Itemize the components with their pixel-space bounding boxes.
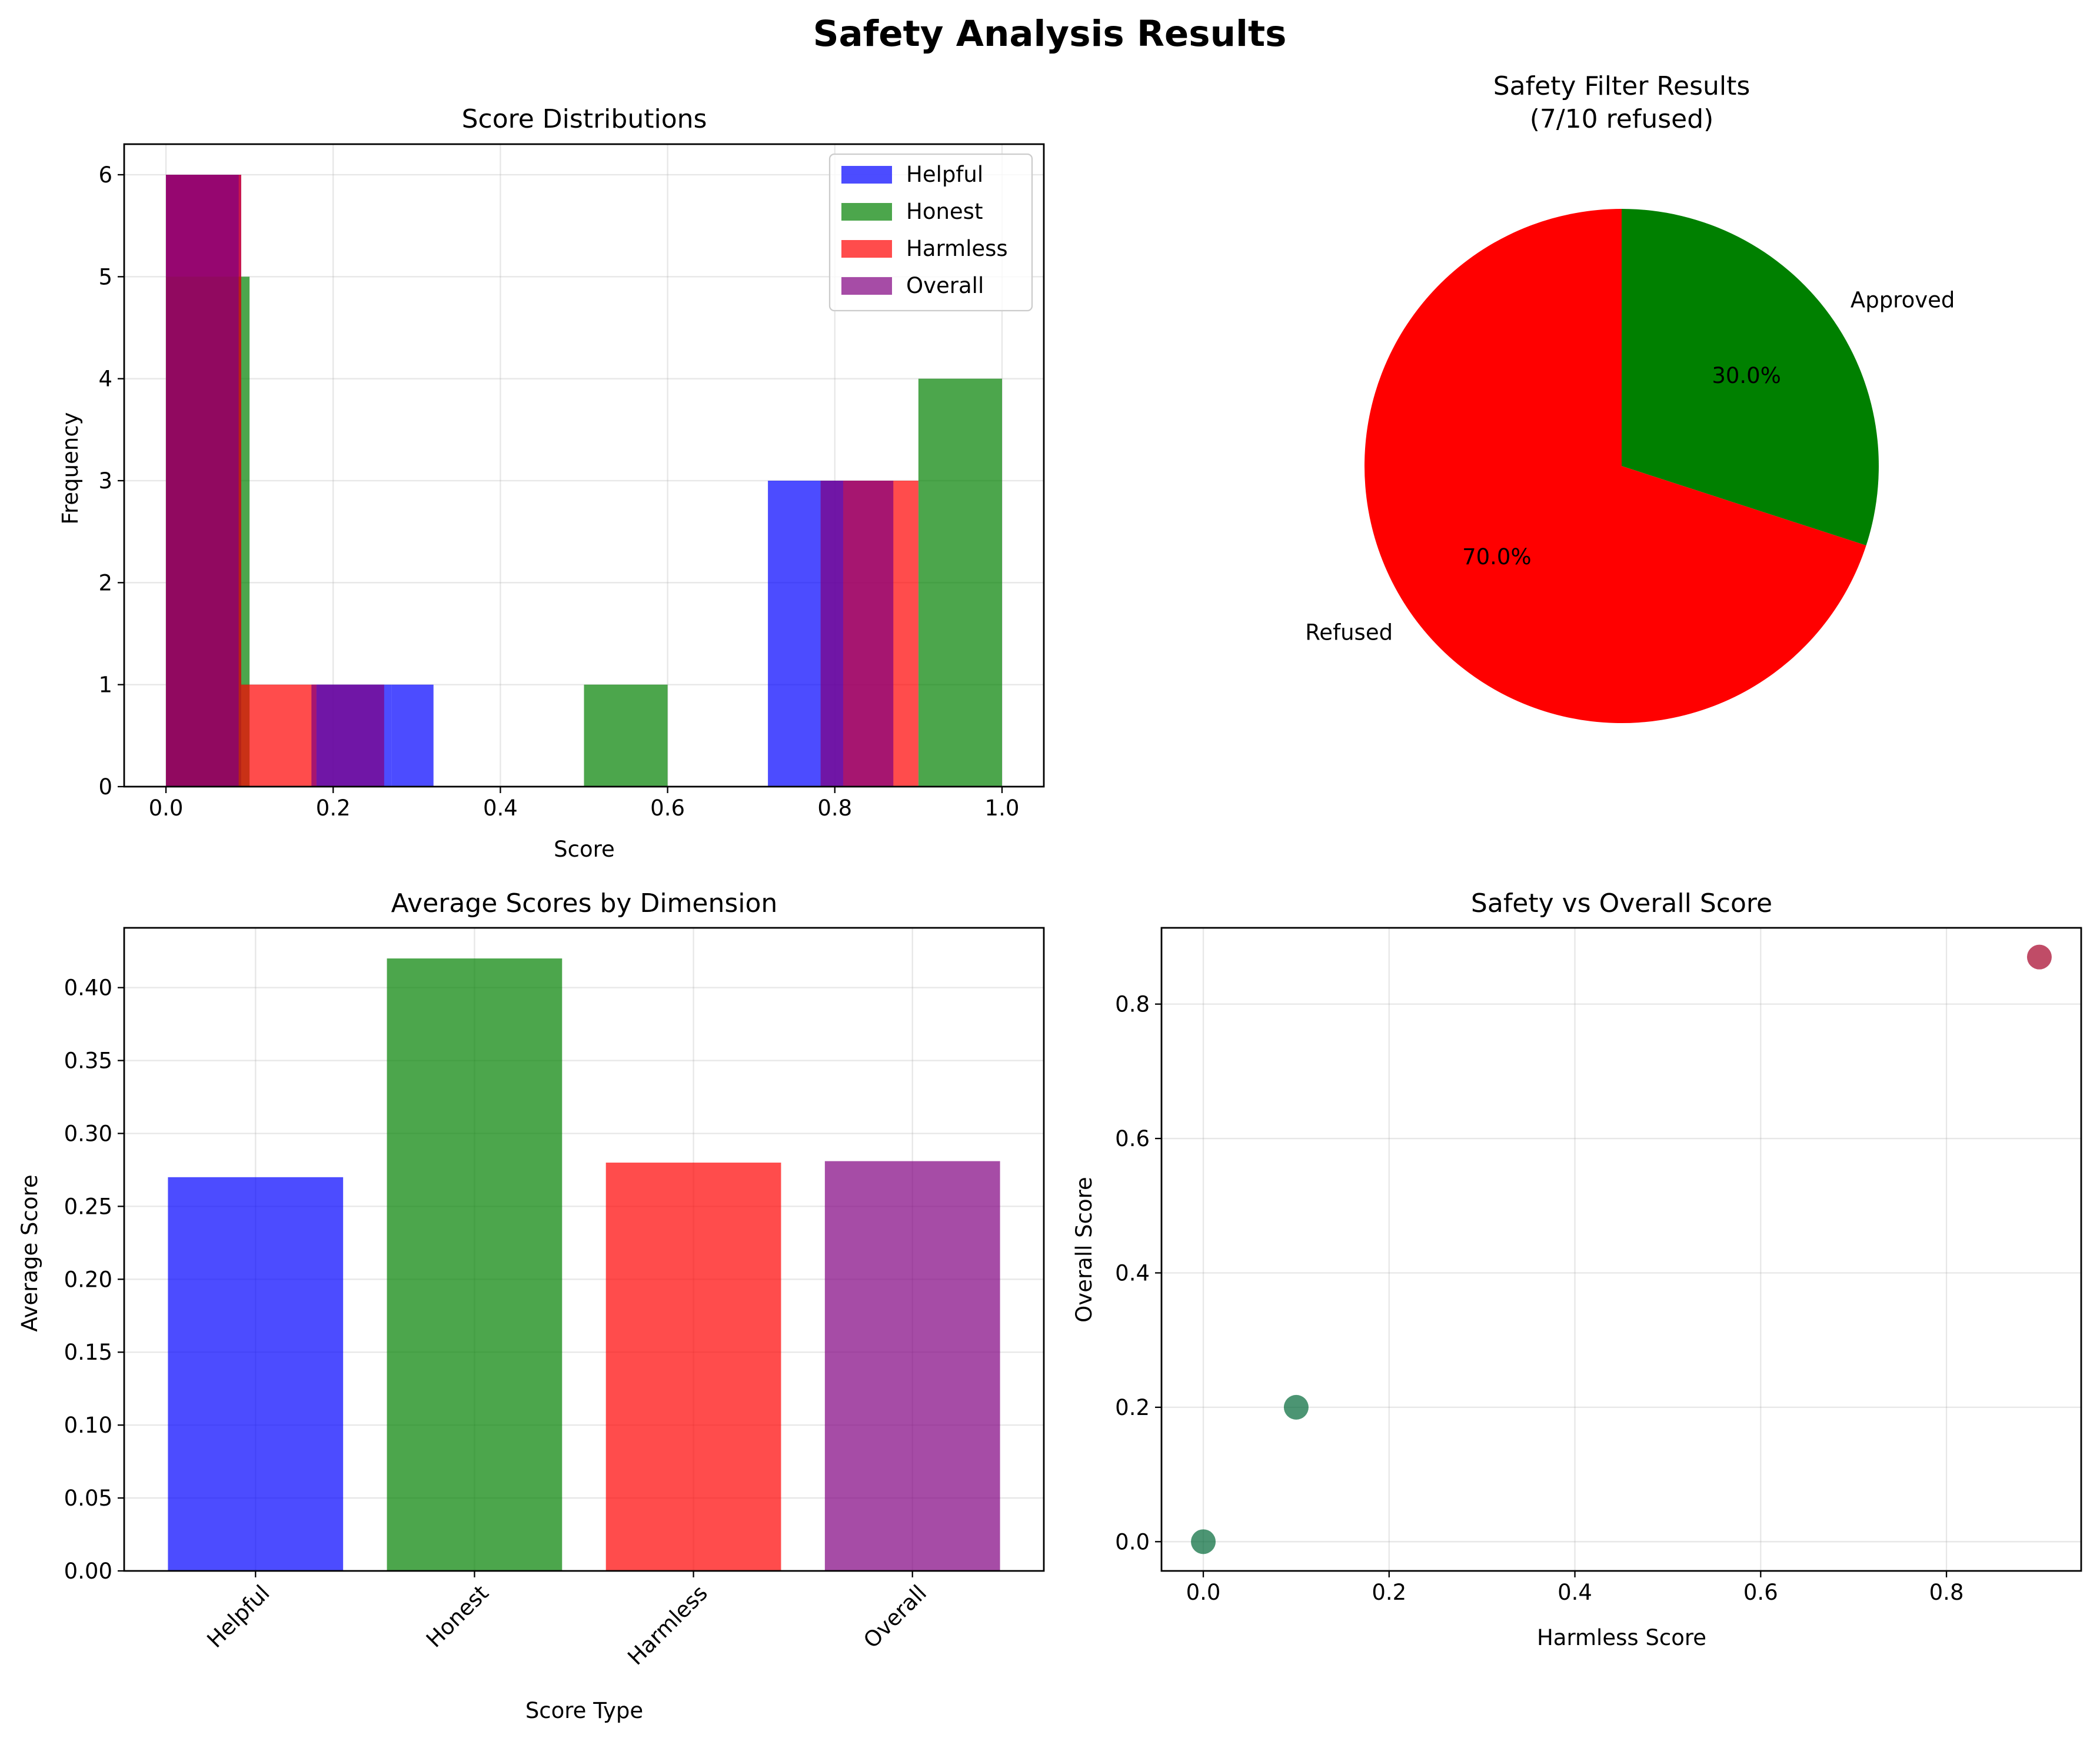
pie-title-line1: Safety Filter Results bbox=[1493, 71, 1750, 101]
legend-label-helpful: Helpful bbox=[906, 162, 983, 187]
histogram-bar-harmless bbox=[241, 684, 317, 787]
bar-panel: Average Scores by Dimension Score Type A… bbox=[17, 888, 1045, 1723]
bar-x-tick-label: Honest bbox=[421, 1580, 494, 1653]
bar-honest bbox=[387, 958, 563, 1571]
bar-axes-frame bbox=[123, 927, 1045, 1572]
pie-title-line2: (7/10 refused) bbox=[1530, 104, 1714, 134]
scatter-panel: Safety vs Overall Score Harmless Score O… bbox=[1071, 888, 2082, 1650]
histogram-x-tick-label: 1.0 bbox=[985, 795, 1020, 821]
histogram-y-tick-label: 2 bbox=[98, 570, 112, 595]
pie-percent-refused: 70.0% bbox=[1462, 544, 1532, 570]
bar-y-tick-label: 0.25 bbox=[64, 1194, 112, 1219]
histogram-y-tick-label: 3 bbox=[98, 468, 112, 494]
histogram-panel: Score Distributions Score Frequency 0.0 0… bbox=[58, 104, 1045, 862]
scatter-y-tick-label: 0.6 bbox=[1115, 1126, 1150, 1151]
legend-label-overall: Overall bbox=[906, 273, 984, 298]
pie-label-approved: Approved bbox=[1851, 287, 1955, 312]
legend-label-harmless: Harmless bbox=[906, 236, 1008, 261]
histogram-bar-honest bbox=[584, 684, 668, 787]
histogram-bar-overall bbox=[166, 175, 239, 787]
bar-title: Average Scores by Dimension bbox=[391, 888, 778, 918]
histogram-y-tick-label: 6 bbox=[98, 162, 112, 188]
histogram-y-tick-label: 5 bbox=[98, 264, 112, 289]
histogram-xlabel: Score bbox=[554, 837, 615, 862]
pie-slice-approved bbox=[1622, 209, 1879, 546]
bar-x-tick-label: Helpful bbox=[202, 1580, 275, 1653]
histogram-title: Score Distributions bbox=[462, 104, 707, 134]
histogram-y-tick-label: 0 bbox=[98, 774, 112, 800]
bar-y-tick-label: 0.20 bbox=[64, 1267, 112, 1292]
bar-y-tick-label: 0.10 bbox=[64, 1413, 112, 1438]
scatter-title: Safety vs Overall Score bbox=[1471, 888, 1772, 918]
histogram-x-tick-label: 0.6 bbox=[650, 795, 685, 821]
histogram-bar-helpful bbox=[391, 684, 434, 787]
bar-y-tick-label: 0.00 bbox=[64, 1559, 112, 1584]
scatter-y-tick-label: 0.8 bbox=[1115, 992, 1150, 1017]
histogram-y-tick-label: 1 bbox=[98, 672, 112, 698]
histogram-x-tick-label: 0.8 bbox=[817, 795, 852, 821]
histogram-x-tick-label: 0.0 bbox=[149, 795, 184, 821]
scatter-x-tick-label: 0.2 bbox=[1372, 1580, 1406, 1605]
pie-label-refused: Refused bbox=[1305, 620, 1393, 645]
bar-y-tick-label: 0.15 bbox=[64, 1340, 112, 1365]
histogram-legend bbox=[828, 153, 1033, 312]
scatter-ylabel: Overall Score bbox=[1071, 1177, 1097, 1323]
legend-swatch-overall bbox=[841, 277, 892, 295]
histogram-bar-overall bbox=[311, 684, 384, 787]
bar-harmless bbox=[605, 1163, 781, 1571]
pie-slice-refused bbox=[1364, 209, 1866, 723]
scatter-x-tick-label: 0.6 bbox=[1743, 1580, 1778, 1605]
scatter-y-tick-label: 0.4 bbox=[1115, 1260, 1150, 1286]
legend-swatch-helpful bbox=[841, 166, 892, 184]
scatter-point bbox=[1283, 1394, 1309, 1420]
histogram-bar-overall bbox=[820, 481, 894, 787]
scatter-x-tick-label: 0.0 bbox=[1186, 1580, 1221, 1605]
pie-panel: Safety Filter Results (7/10 refused) Ref… bbox=[1305, 71, 1955, 723]
bar-y-tick-label: 0.30 bbox=[64, 1121, 112, 1146]
bar-overall bbox=[824, 1161, 1000, 1571]
bar-x-tick-label: Overall bbox=[858, 1580, 931, 1653]
bar-y-tick-label: 0.05 bbox=[64, 1486, 112, 1511]
scatter-y-tick-label: 0.2 bbox=[1115, 1395, 1150, 1420]
legend-swatch-harmless bbox=[841, 240, 892, 258]
bar-y-tick-label: 0.35 bbox=[64, 1048, 112, 1074]
scatter-point bbox=[2026, 944, 2052, 970]
histogram-y-tick-label: 4 bbox=[98, 367, 112, 392]
bar-xlabel: Score Type bbox=[525, 1698, 643, 1723]
pie-percent-approved: 30.0% bbox=[1712, 363, 1781, 388]
histogram-axes-frame bbox=[123, 143, 1045, 788]
legend-label-honest: Honest bbox=[906, 199, 983, 224]
histogram-bar-honest bbox=[918, 378, 1002, 787]
scatter-y-tick-label: 0.0 bbox=[1115, 1529, 1150, 1554]
bar-helpful bbox=[168, 1177, 344, 1571]
scatter-axes-frame bbox=[1160, 927, 2082, 1572]
scatter-x-tick-label: 0.8 bbox=[1929, 1580, 1964, 1605]
figure-title: Safety Analysis Results bbox=[813, 13, 1287, 55]
scatter-point bbox=[1191, 1529, 1216, 1554]
scatter-xlabel: Harmless Score bbox=[1537, 1625, 1706, 1650]
histogram-ylabel: Frequency bbox=[58, 412, 83, 524]
bar-x-tick-label: Harmless bbox=[623, 1580, 713, 1670]
bar-y-tick-label: 0.40 bbox=[64, 975, 112, 1001]
legend-swatch-honest bbox=[841, 203, 892, 221]
histogram-x-tick-label: 0.4 bbox=[483, 795, 518, 821]
bar-ylabel: Average Score bbox=[17, 1174, 42, 1331]
histogram-x-tick-label: 0.2 bbox=[316, 795, 351, 821]
scatter-x-tick-label: 0.4 bbox=[1557, 1580, 1592, 1605]
